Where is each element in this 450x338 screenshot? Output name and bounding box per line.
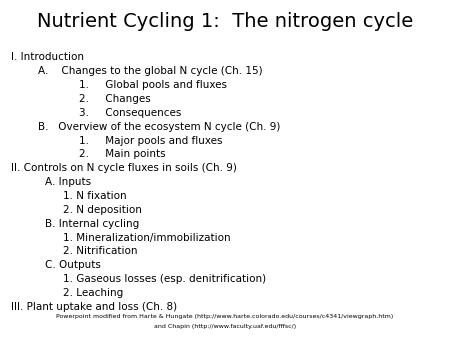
Text: 1.     Major pools and fluxes: 1. Major pools and fluxes bbox=[79, 136, 222, 146]
Text: A. Inputs: A. Inputs bbox=[45, 177, 91, 187]
Text: 1. Gaseous losses (esp. denitrification): 1. Gaseous losses (esp. denitrification) bbox=[63, 274, 266, 284]
Text: II. Controls on N cycle fluxes in soils (Ch. 9): II. Controls on N cycle fluxes in soils … bbox=[11, 163, 237, 173]
Text: 3.     Consequences: 3. Consequences bbox=[79, 108, 181, 118]
Text: 2.     Changes: 2. Changes bbox=[79, 94, 150, 104]
Text: and Chapin (http://www.faculty.uaf.edu/fffsc/): and Chapin (http://www.faculty.uaf.edu/f… bbox=[154, 324, 296, 330]
Text: 2. Nitrification: 2. Nitrification bbox=[63, 246, 138, 257]
Text: 2.     Main points: 2. Main points bbox=[79, 149, 166, 160]
Text: B.   Overview of the ecosystem N cycle (Ch. 9): B. Overview of the ecosystem N cycle (Ch… bbox=[38, 122, 281, 132]
Text: 1. N fixation: 1. N fixation bbox=[63, 191, 126, 201]
Text: Nutrient Cycling 1:  The nitrogen cycle: Nutrient Cycling 1: The nitrogen cycle bbox=[37, 12, 413, 31]
Text: 1. Mineralization/immobilization: 1. Mineralization/immobilization bbox=[63, 233, 230, 243]
Text: 2. Leaching: 2. Leaching bbox=[63, 288, 123, 298]
Text: C. Outputs: C. Outputs bbox=[45, 260, 101, 270]
Text: I. Introduction: I. Introduction bbox=[11, 52, 84, 63]
Text: III. Plant uptake and loss (Ch. 8): III. Plant uptake and loss (Ch. 8) bbox=[11, 302, 177, 312]
Text: 2. N deposition: 2. N deposition bbox=[63, 205, 142, 215]
Text: B. Internal cycling: B. Internal cycling bbox=[45, 219, 139, 229]
Text: Powerpoint modified from Harte & Hungate (http://www.harte.colorado.edu/courses/: Powerpoint modified from Harte & Hungate… bbox=[56, 314, 394, 319]
Text: A.    Changes to the global N cycle (Ch. 15): A. Changes to the global N cycle (Ch. 15… bbox=[38, 66, 263, 76]
Text: 1.     Global pools and fluxes: 1. Global pools and fluxes bbox=[79, 80, 227, 90]
